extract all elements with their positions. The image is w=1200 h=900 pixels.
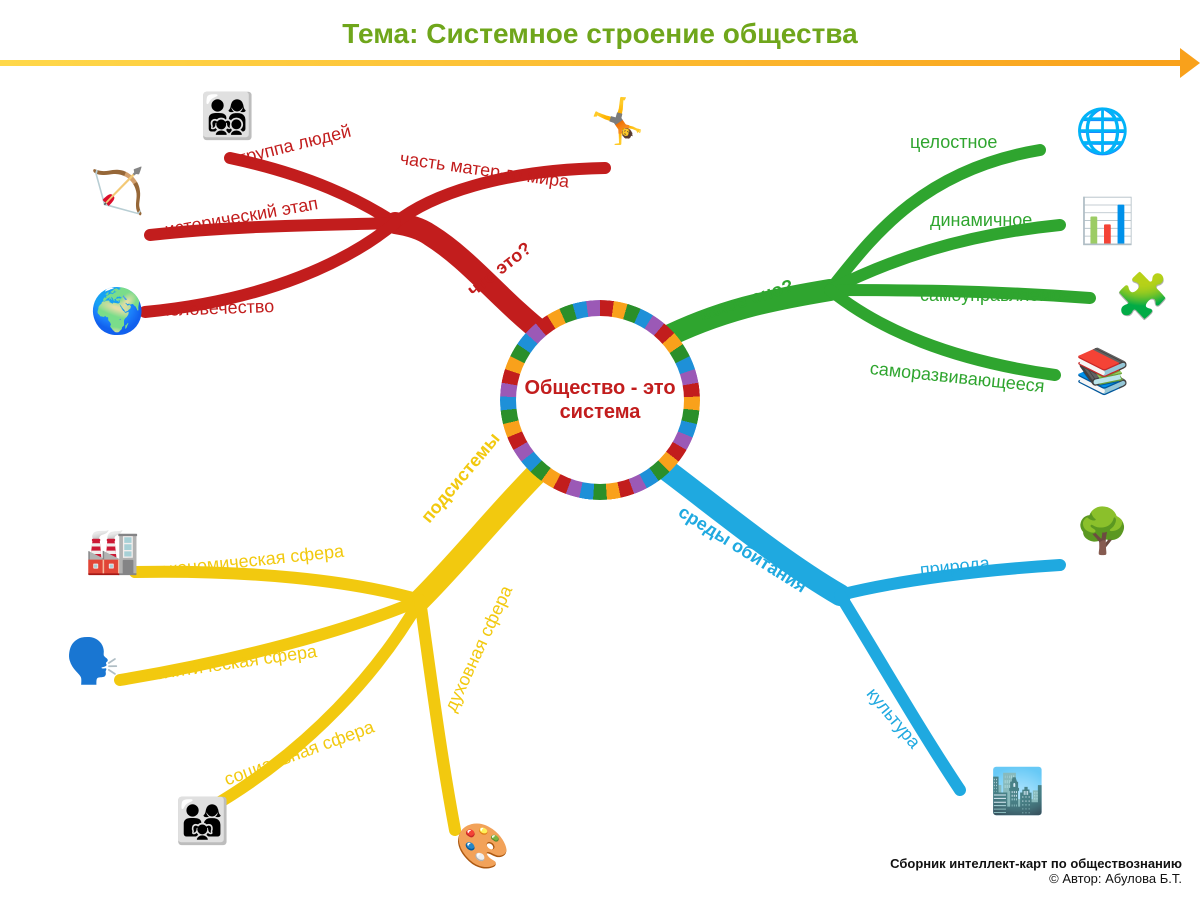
- branch-label: какое оно?: [697, 275, 796, 325]
- leaf-icon: 👨‍👩‍👧‍👦: [200, 95, 255, 139]
- leaf-icon: 🏭: [85, 530, 140, 574]
- leaf-label: политическая сфера: [144, 641, 319, 686]
- leaf-icon: 🎨: [455, 825, 510, 869]
- branch-label: подсистемы: [417, 429, 505, 528]
- branch-label: что это?: [464, 238, 536, 301]
- leaf-label: духовная сфера: [440, 582, 517, 715]
- leaf-icon: 👨‍👩‍👧: [175, 800, 230, 844]
- leaf-icon: 🌍: [90, 290, 145, 334]
- leaf-label: целостное: [910, 132, 997, 153]
- footer-line2: Автор: Абулова Б.Т.: [890, 871, 1182, 886]
- title-arrow-head: [1180, 48, 1200, 78]
- leaf-icon: 🌐: [1075, 110, 1130, 154]
- leaf-label: природа: [919, 553, 991, 581]
- leaf-icon: 🌳: [1075, 510, 1130, 554]
- leaf-icon: 📚: [1075, 350, 1130, 394]
- title-arrow-line: [0, 60, 1185, 66]
- leaf-label: динамичное: [930, 210, 1032, 231]
- mindmap-canvas: Тема: Системное строение общества Общест…: [0, 0, 1200, 900]
- leaf-label: человечество: [160, 296, 275, 321]
- leaf-icon: 🤸: [590, 100, 645, 144]
- leaf-label: исторический этап: [163, 193, 319, 241]
- footer: Сборник интеллект-карт по обществознанию…: [890, 856, 1182, 886]
- center-text: Общество - это система: [520, 376, 680, 424]
- leaf-label: культура: [862, 684, 925, 753]
- leaf-icon: 🏙️: [990, 770, 1045, 814]
- leaf-label: экономическая сфера: [159, 541, 345, 581]
- leaf-label: социальная сфера: [221, 717, 377, 791]
- leaf-icon: 🗣️: [65, 640, 120, 684]
- leaf-label: саморазвивающееся: [869, 358, 1046, 397]
- center-node: Общество - это система: [520, 320, 680, 480]
- branch-label: среды обитания: [674, 502, 810, 598]
- leaf-icon: 🧩: [1115, 275, 1170, 319]
- page-title: Тема: Системное строение общества: [0, 18, 1200, 50]
- leaf-icon: 🏹: [90, 170, 145, 214]
- leaf-label: самоуправляемое: [920, 285, 1072, 306]
- leaf-label: часть матер-го мира: [399, 148, 571, 193]
- footer-line1: Сборник интеллект-карт по обществознанию: [890, 856, 1182, 871]
- leaf-icon: 📊: [1080, 200, 1135, 244]
